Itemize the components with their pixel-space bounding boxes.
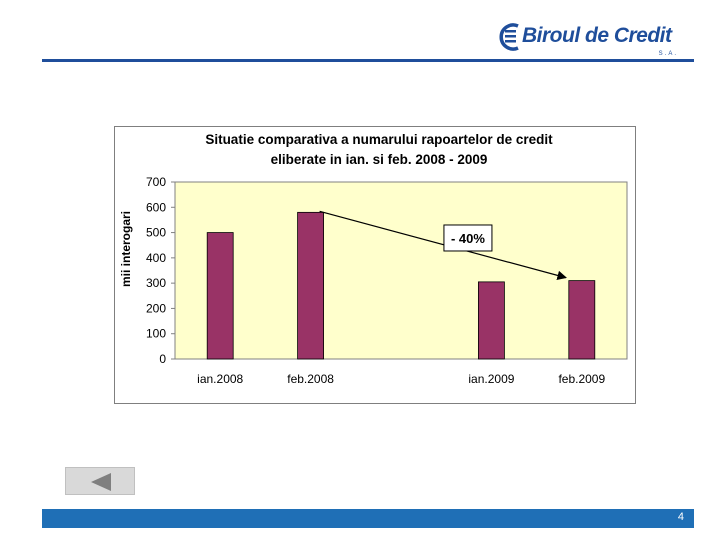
bar-feb-2008 (297, 211, 325, 360)
y-tick-label: 700 (146, 175, 166, 189)
chart-title-line2: eliberate in ian. si feb. 2008 - 2009 (271, 152, 488, 167)
x-tick-label: ian.2008 (197, 372, 243, 386)
decrease-arrow (319, 210, 567, 281)
bar-ian-2009 (477, 281, 505, 360)
y-tick-label: 500 (146, 226, 166, 240)
y-tick-label: 300 (146, 276, 166, 290)
chart-container: Situatie comparativa a numarului rapoart… (114, 126, 636, 404)
page-number: 4 (677, 511, 684, 523)
y-tick-label: 100 (146, 327, 166, 341)
x-tick-label: feb.2008 (287, 372, 334, 386)
y-tick-label: 400 (146, 251, 166, 265)
bar-chart: Situatie comparativa a numarului rapoart… (119, 132, 628, 386)
triangle-left-icon (91, 473, 111, 491)
logo-mark-icon (499, 23, 519, 51)
logo-text: Biroul de Credit (522, 24, 672, 47)
footer-bar: 4 (42, 509, 694, 528)
back-button[interactable] (65, 467, 135, 495)
x-tick-label: ian.2009 (468, 372, 514, 386)
brand-logo: Biroul de Credit S.A. (496, 20, 686, 58)
bar-feb-2009 (568, 280, 596, 360)
y-tick-label: 200 (146, 301, 166, 315)
logo-suffix: S.A. (658, 51, 678, 57)
header-rule (42, 59, 694, 62)
x-tick-label: feb.2009 (558, 372, 605, 386)
chart-title-line1: Situatie comparativa a numarului rapoart… (205, 132, 553, 147)
y-axis-label: mii interogari (119, 211, 133, 287)
y-tick-label: 600 (146, 200, 166, 214)
annotation-box (443, 224, 493, 252)
plot-area (174, 181, 628, 360)
bar-ian-2008 (206, 232, 234, 360)
annotation-label: - 40% (451, 231, 485, 246)
y-tick-label: 0 (159, 352, 166, 366)
